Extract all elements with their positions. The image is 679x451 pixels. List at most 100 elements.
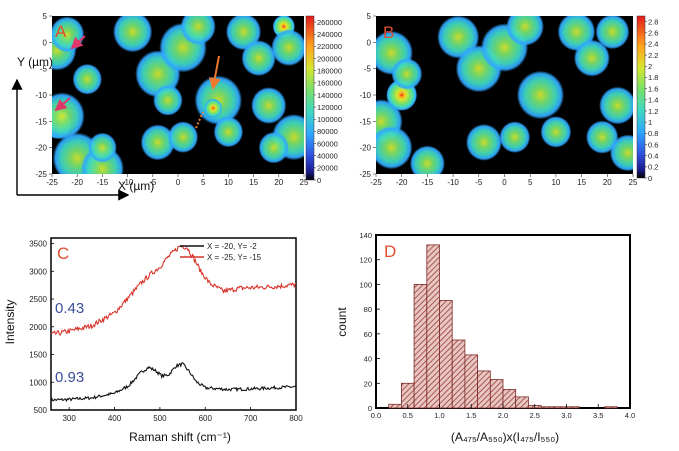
y-tick-label: -10: [35, 91, 47, 100]
histogram-bar: [540, 406, 555, 409]
y-tick-label: 500: [34, 406, 48, 415]
y-tick-label: 0: [367, 38, 372, 47]
y-tick-label: -20: [35, 144, 47, 153]
heatmap-blob: [88, 132, 117, 163]
colorbar-tick-label: 2.4: [648, 40, 658, 49]
heatmap-blob: [516, 70, 565, 120]
colorbar-tick-label: 0.2: [648, 163, 658, 172]
panel-a-colorbar: [305, 15, 315, 181]
annotation-0-93: 0.93: [55, 369, 84, 386]
y-tick-label: -15: [35, 117, 47, 126]
panel-c-label: C: [57, 244, 69, 263]
x-tick-label: 3.0: [561, 411, 571, 420]
x-tick-label: 5: [201, 178, 206, 187]
colorbar-tick-label: 260000: [317, 18, 342, 27]
panel-a-colorbar-ticks: 2600002400002200002000001800001600001400…: [314, 18, 342, 185]
x-tick-label: 4.0: [625, 411, 635, 420]
y-tick-label: 40: [364, 355, 372, 364]
heatmap-blob: [573, 39, 610, 77]
panel-a-arrow-2: [54, 97, 71, 112]
heatmap-blob: [540, 116, 572, 148]
y-tick-label: -20: [359, 144, 371, 153]
colorbar-tick-label: 0.4: [648, 151, 658, 160]
x-tick-label: -25: [370, 178, 382, 187]
histogram-bar: [439, 300, 453, 409]
x-tick-label: 10: [224, 178, 233, 187]
x-tick-label: 5: [528, 178, 533, 187]
heatmap-blob: [204, 98, 223, 118]
x-tick-label: 0.0: [371, 411, 381, 420]
x-tick-label: 2.5: [530, 411, 540, 420]
panel-a: -25 -20 -15 -10 -5 0 5 10 15 20 2550-5-10-15-20-25…: [11, 12, 342, 201]
panel-b-heatmap: [376, 16, 633, 174]
panel-b: -25 -20 -15 -10 -5 0 5 10 15 20 2550-5-10-15-20-25…: [359, 12, 658, 187]
panel-c-x-label: Raman shift (cm⁻¹): [129, 430, 231, 444]
y-tick-label: 2000: [29, 323, 47, 332]
colorbar-tick-label: 140000: [317, 91, 342, 100]
y-tick-label: 120: [359, 256, 372, 265]
heatmap-blob: [506, 16, 544, 46]
y-tick-label: 1500: [29, 351, 47, 360]
x-tick-label: 0.5: [403, 411, 413, 420]
histogram-bar: [502, 389, 517, 409]
panel-d: 0.0 0.5 1.0 1.5 2.0 2.5 3.0 3.5 4.0 0 20 40 60 80 100 1…: [335, 231, 635, 444]
x-tick-label: 0: [176, 178, 181, 187]
heatmap-blob: [376, 126, 413, 170]
colorbar-tick-label: 60000: [317, 139, 338, 148]
colorbar-tick-label: 2: [648, 62, 652, 71]
y-tick-label: 3000: [29, 267, 47, 276]
panel-b-colorbar-ticks: 2.8 2.6 2.4 2.2 2 1.8 1.6 1.4 1.2 1 0.8 0.6 0.4 0.2 0: [645, 17, 658, 183]
colorbar-tick-label: 1.6: [648, 84, 658, 93]
histogram-bar: [489, 379, 504, 409]
heatmap-blob: [167, 121, 199, 153]
panel-a-ticks: -25 -20 -15 -10 -5 0 5 10 15 20 25 5 0 -5 -10 -15 -20 -25: [35, 12, 309, 187]
x-tick-label: 700: [244, 414, 258, 423]
panel-c-ticks: 300 400 500 600 700 800 500 1000 1500 2000 2500 300…: [29, 240, 303, 423]
panel-a-x-label: X (µm): [118, 179, 154, 193]
heatmap-blob: [595, 16, 630, 50]
panel-b-label: B: [383, 23, 394, 42]
y-tick-label: 0: [43, 38, 48, 47]
panel-a-arrow-3: [208, 55, 221, 90]
x-tick-label: -25: [46, 178, 58, 187]
x-tick-label: -15: [97, 178, 109, 187]
y-tick-label: 2500: [29, 295, 47, 304]
histogram-bar: [604, 406, 618, 409]
x-tick-label: 10: [551, 178, 560, 187]
panel-a-y-label: Y (µm): [17, 55, 53, 69]
series-line-black: [51, 362, 296, 403]
colorbar-tick-label: 180000: [317, 66, 342, 75]
y-tick-label: 5: [367, 12, 372, 21]
colorbar-tick-label: 2.2: [648, 51, 658, 60]
x-tick-label: -5: [475, 178, 483, 187]
x-tick-label: 1.5: [466, 411, 476, 420]
heatmap-blob: [391, 58, 423, 90]
x-tick-label: 15: [249, 178, 258, 187]
panel-b-ticks: -25 -20 -15 -10 -5 0 5 10 15 20 25 5 0 -5 -10 -15 -20 -25: [359, 12, 638, 187]
x-tick-label: 600: [199, 414, 213, 423]
colorbar-tick-label: 100000: [317, 115, 342, 124]
histogram-bar: [566, 406, 580, 409]
x-tick-label: 2.0: [498, 411, 508, 420]
panel-c-frame: [50, 237, 297, 411]
x-tick-label: 3.5: [593, 411, 603, 420]
x-tick-label: -10: [122, 178, 134, 187]
histogram-bar: [451, 339, 466, 409]
heatmap-blob: [609, 134, 633, 172]
heatmap-blob: [194, 75, 243, 126]
colorbar-tick-label: 2.6: [648, 29, 658, 38]
panel-c-y-label: Intensity: [3, 300, 17, 345]
histogram-bar: [426, 244, 440, 409]
y-tick-label: -25: [35, 170, 47, 179]
panel-d-x-label: (A₄₇₅/A₅₅₀)x(I₄₇₅/I₅₅₀): [451, 430, 559, 444]
annotation-0-43: 0.43: [55, 300, 84, 317]
x-tick-label: 0: [502, 178, 507, 187]
x-tick-label: 25: [300, 178, 309, 187]
y-tick-label: 100: [359, 280, 372, 289]
colorbar-tick-label: 40000: [317, 152, 338, 161]
heatmap-blob: [409, 145, 445, 174]
x-tick-label: 300: [62, 414, 76, 423]
y-tick-label: 3500: [29, 240, 47, 249]
legend-label-red: X = -25, Y= -15: [207, 253, 262, 262]
